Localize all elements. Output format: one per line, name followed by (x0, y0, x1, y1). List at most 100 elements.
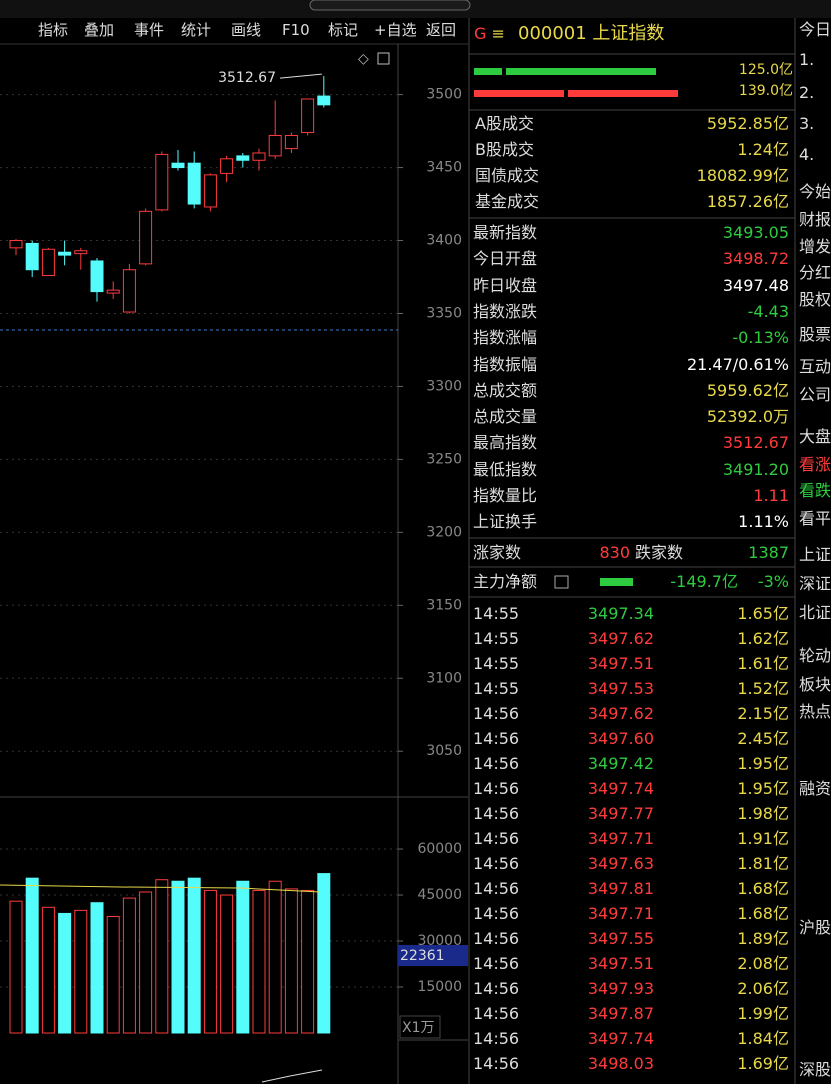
net-bar (600, 578, 633, 586)
y-tick-label: 3300 (426, 378, 462, 394)
toolbar-button[interactable]: 叠加 (84, 21, 115, 39)
candle-body (58, 251, 72, 256)
trade-amount: 1.65亿 (737, 604, 789, 623)
high-arrow (279, 73, 322, 79)
y-tick-label: 15000 (417, 979, 462, 995)
side-item: 互动 (799, 357, 831, 376)
row-value: 3498.72 (722, 249, 789, 269)
toolbar-button[interactable]: 指标 (38, 21, 69, 39)
y-tick-label: 3500 (426, 87, 462, 103)
volume-bar (74, 909, 88, 1034)
row-label: 最高指数 (473, 433, 538, 453)
candle-body (252, 152, 266, 161)
side-item: 今日 (799, 20, 831, 39)
row-label: 总成交量 (473, 407, 538, 427)
trade-amount: 1.52亿 (737, 679, 789, 698)
row-value: 1.24亿 (737, 140, 789, 159)
icon[interactable] (377, 52, 390, 65)
row-value: 52392.0万 (706, 407, 789, 427)
y-tick-label: 3100 (426, 670, 462, 686)
up-count: 830 (599, 543, 630, 562)
toolbar-button[interactable]: 画线 (231, 21, 262, 39)
row-label: 基金成交 (475, 192, 540, 211)
trade-time: 14:56 (473, 729, 520, 748)
toolbar-button[interactable]: 事件 (134, 21, 165, 39)
side-item: 上证 (799, 545, 831, 564)
row-value: 1.11% (738, 512, 789, 532)
net-pct: -3% (757, 572, 789, 591)
row-label: 涨家数 (473, 543, 522, 562)
trade-price: 3497.74 (587, 779, 654, 798)
ma-line (0, 884, 321, 893)
trade-amount: 2.45亿 (737, 729, 789, 748)
trade-price: 3497.77 (587, 804, 654, 823)
mini-line (261, 1069, 323, 1083)
row-label: A股成交 (475, 114, 534, 133)
trade-price: 3497.53 (587, 679, 654, 698)
toolbar-button[interactable]: 统计 (181, 21, 212, 39)
candle-body (171, 162, 185, 169)
volume-bar (301, 889, 315, 1034)
candle-body (90, 260, 104, 293)
volume-bar (58, 912, 72, 1034)
candle-body (41, 248, 55, 277)
trade-amount: 1.62亿 (737, 629, 789, 648)
trade-price: 3497.62 (587, 704, 654, 723)
side-item: 看涨 (799, 455, 831, 474)
candle-body (106, 289, 120, 294)
row-value: 3512.67 (722, 433, 789, 453)
trade-time: 14:56 (473, 754, 520, 773)
current-label: 22361 (400, 948, 445, 964)
row-label: 指数振幅 (473, 354, 538, 374)
side-item: 融资 (799, 779, 831, 798)
trade-amount: 1.69亿 (737, 1054, 789, 1073)
row-label: 指数涨幅 (473, 328, 538, 348)
trade-time: 14:56 (473, 854, 520, 873)
side-item: 沪股 (799, 918, 831, 937)
volume-bar (171, 880, 185, 1034)
trade-amount: 1.68亿 (737, 879, 789, 898)
volume-bar (41, 906, 55, 1034)
candle-body (25, 242, 39, 271)
trade-amount: 1.68亿 (737, 904, 789, 923)
side-item: 股票 (799, 325, 831, 344)
volume-bar (220, 894, 234, 1034)
volume-bar (155, 879, 169, 1034)
trade-amount: 1.81亿 (737, 854, 789, 873)
candle-body (155, 153, 169, 211)
toolbar-button[interactable]: F10 (282, 21, 310, 39)
row-label: 上证换手 (473, 512, 538, 532)
icon[interactable]: ◇ (358, 51, 369, 67)
flow-value: 125.0亿 (738, 62, 793, 78)
row-value: 5952.85亿 (706, 114, 789, 133)
volume-bar (90, 902, 104, 1034)
candle-body (139, 210, 153, 265)
trade-time: 14:56 (473, 954, 520, 973)
row-label: 总成交额 (473, 380, 538, 400)
row-value: -0.13% (732, 328, 789, 348)
y-tick-label: 45000 (417, 887, 462, 903)
flow-bar (568, 90, 678, 97)
trade-amount: 2.15亿 (737, 704, 789, 723)
side-item: 看跌 (799, 481, 831, 500)
toolbar-button[interactable]: 标记 (328, 21, 359, 39)
y-tick-label: 3150 (426, 597, 462, 613)
side-item: 看平 (799, 509, 831, 528)
side-item: 大盘 (799, 427, 831, 446)
trade-time: 14:55 (473, 679, 520, 698)
high-label: 3512.67 (218, 70, 276, 86)
candle-body (187, 162, 201, 205)
trade-price: 3497.51 (587, 954, 654, 973)
row-label: 指数量比 (473, 486, 538, 505)
row-label: 今日开盘 (473, 249, 538, 269)
row-value: 3497.48 (722, 275, 789, 295)
row-value: 21.47/0.61% (686, 354, 789, 374)
trade-time: 14:56 (473, 1029, 520, 1048)
volume-bar (122, 897, 136, 1034)
trade-price: 3497.93 (587, 979, 654, 998)
toolbar-button[interactable]: 返回 (426, 21, 457, 39)
toolbar-button[interactable]: +自选 (374, 21, 417, 39)
down-count: 1387 (748, 543, 789, 562)
